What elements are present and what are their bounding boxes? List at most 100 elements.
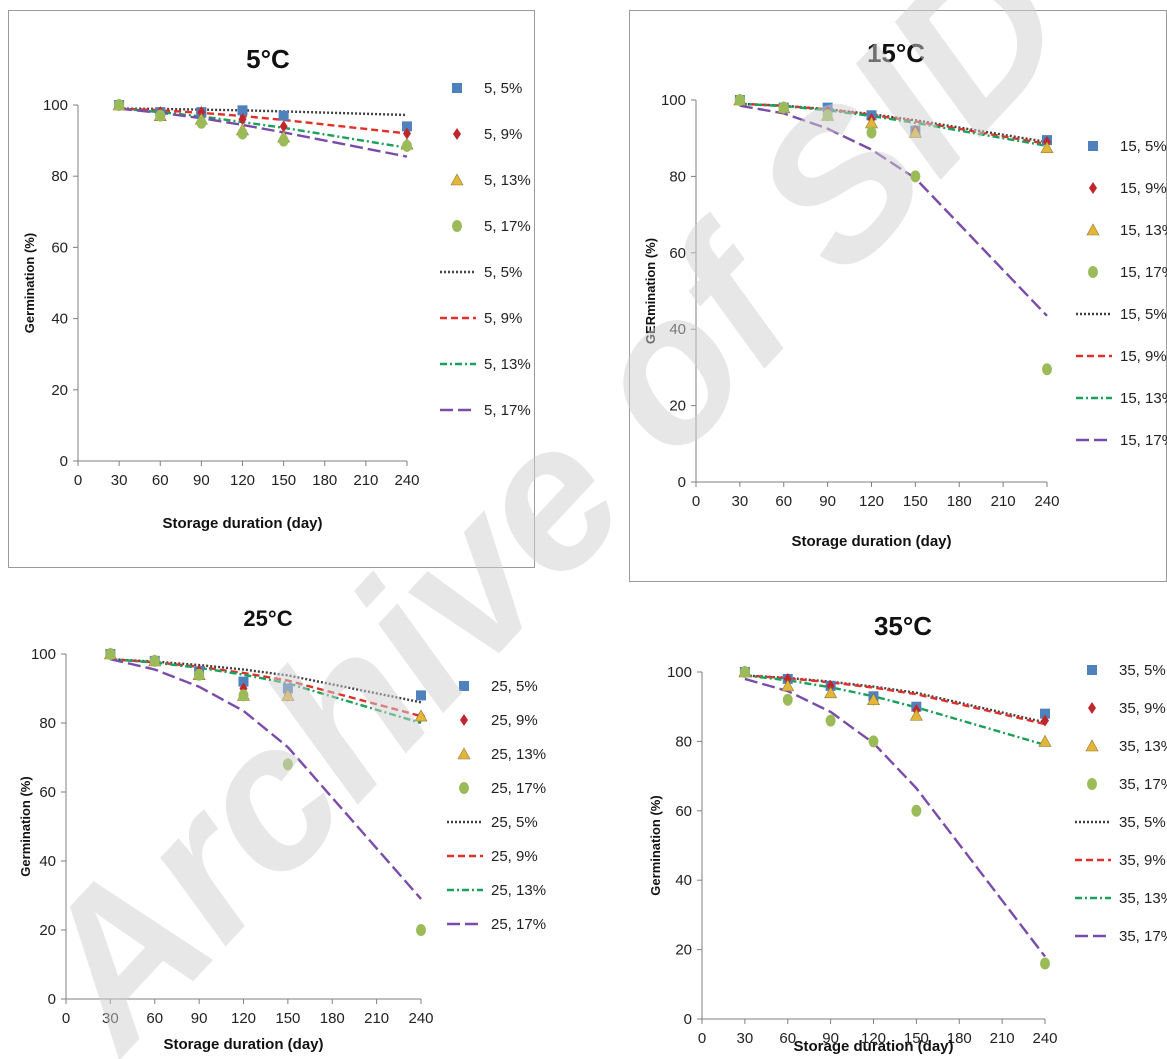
x-tick-label: 180 <box>320 1010 345 1027</box>
fit-line-8 <box>110 658 422 900</box>
x-tick-label: 120 <box>230 472 255 489</box>
fit-line-7 <box>119 107 408 149</box>
legend-label: 5, 9% <box>484 310 522 327</box>
fit-line-5 <box>119 107 408 117</box>
legend-label: 15, 17% <box>1120 264 1167 281</box>
x-tick-label: 210 <box>991 493 1016 510</box>
data-point-series-4 <box>911 804 922 817</box>
x-tick-label: 90 <box>191 1010 208 1027</box>
x-tick-label: 120 <box>861 1030 886 1047</box>
x-tick-label: 0 <box>698 1030 706 1047</box>
y-tick-label: 60 <box>51 239 68 256</box>
x-tick-label: 240 <box>394 472 419 489</box>
data-point-series-4 <box>910 170 921 183</box>
y-tick-label: 0 <box>684 1011 692 1028</box>
legend-marker <box>1088 266 1098 278</box>
legend-marker <box>1088 141 1098 151</box>
legend-marker <box>1088 702 1096 714</box>
data-point-series-4 <box>402 139 412 152</box>
legend-label: 15, 5% <box>1120 306 1167 323</box>
data-point-series-3 <box>908 125 922 138</box>
data-point-series-4 <box>868 735 879 748</box>
data-point-series-1 <box>402 121 412 132</box>
legend-label: 15, 17% <box>1120 432 1167 449</box>
y-tick-label: 20 <box>669 398 686 415</box>
data-point-series-4 <box>739 666 750 678</box>
y-tick-label: 100 <box>667 664 692 681</box>
fit-line-8 <box>119 107 408 158</box>
y-axis-label: Germination (%) <box>648 795 663 895</box>
data-point-series-4 <box>196 116 207 129</box>
legend-marker <box>453 128 461 140</box>
x-tick-label: 90 <box>819 493 836 510</box>
legend-label: 35, 13% <box>1119 738 1167 755</box>
legend-marker <box>1085 739 1099 752</box>
chart-title: 25°C <box>243 606 292 631</box>
x-tick-label: 0 <box>692 493 700 510</box>
y-tick-label: 0 <box>60 453 68 470</box>
legend-marker <box>460 714 468 726</box>
legend-marker <box>1086 223 1100 236</box>
data-point-series-4 <box>282 758 293 771</box>
data-point-series-4 <box>1042 363 1052 376</box>
data-point-series-3 <box>824 686 838 699</box>
data-point-series-2 <box>1041 714 1049 727</box>
y-axis-label: GERmination (%) <box>643 238 658 344</box>
legend-label: 35, 5% <box>1119 662 1166 679</box>
y-tick-label: 20 <box>675 942 692 959</box>
y-tick-label: 40 <box>39 853 56 870</box>
legend-label: 15, 13% <box>1120 222 1167 239</box>
data-point-series-3 <box>414 709 428 722</box>
data-point-series-1 <box>416 690 426 701</box>
data-point-series-4 <box>238 689 249 702</box>
chart-2: 15°C 0 30 60 90 120 150 180 210 240 0 20 40 60 80 100 St… <box>643 38 1167 550</box>
legend-marker <box>1087 665 1097 675</box>
legend-label: 25, 13% <box>491 882 546 899</box>
data-point-series-2 <box>279 120 288 133</box>
x-axis-label: Storage duration (day) <box>793 1038 953 1055</box>
fit-line-8 <box>744 677 1046 958</box>
data-point-series-3 <box>1040 141 1054 154</box>
legend-label: 5, 9% <box>484 126 522 143</box>
fit-line-6 <box>119 107 408 135</box>
data-point-series-1 <box>1040 708 1050 719</box>
y-tick-label: 60 <box>669 245 686 262</box>
y-tick-label: 0 <box>678 474 686 491</box>
x-tick-label: 180 <box>947 493 972 510</box>
legend-marker <box>457 747 471 760</box>
legend-label: 15, 13% <box>1120 390 1167 407</box>
legend-label: 25, 9% <box>491 848 538 865</box>
x-tick-label: 90 <box>822 1030 839 1047</box>
legend-label: 5, 5% <box>484 80 522 97</box>
data-point-series-2 <box>238 113 247 126</box>
data-point-series-1 <box>237 105 248 116</box>
data-point-series-4 <box>278 134 289 147</box>
chart-title: 5°C <box>246 44 290 74</box>
legend-label: 25, 5% <box>491 814 538 831</box>
y-tick-label: 20 <box>39 922 56 939</box>
legend-label: 35, 5% <box>1119 814 1166 831</box>
legend-marker <box>1087 778 1097 790</box>
chart-4: 35°C 0 30 60 90 120 150 180 210 240 0 20 40 60 80 100 St… <box>648 611 1167 1055</box>
x-tick-label: 60 <box>775 493 792 510</box>
legend-label: 35, 13% <box>1119 890 1167 907</box>
y-axis-label: Germination (%) <box>22 233 37 333</box>
x-tick-label: 90 <box>193 472 210 489</box>
legend-label: 5, 17% <box>484 402 531 419</box>
x-tick-label: 60 <box>146 1010 163 1027</box>
legend-label: 5, 13% <box>484 356 531 373</box>
legend-label: 25, 13% <box>491 746 546 763</box>
fit-line-7 <box>744 674 1046 747</box>
y-tick-label: 80 <box>51 168 68 185</box>
legend-label: 35, 9% <box>1119 700 1166 717</box>
y-tick-label: 40 <box>51 311 68 328</box>
chart-title: 15°C <box>867 38 925 68</box>
data-point-series-4 <box>149 654 160 667</box>
legend-label: 5, 17% <box>484 218 531 235</box>
fit-line-7 <box>739 102 1048 148</box>
data-point-series-4 <box>155 109 166 122</box>
y-tick-label: 60 <box>675 803 692 820</box>
fit-line-8 <box>739 104 1048 317</box>
data-point-series-4 <box>734 94 745 106</box>
